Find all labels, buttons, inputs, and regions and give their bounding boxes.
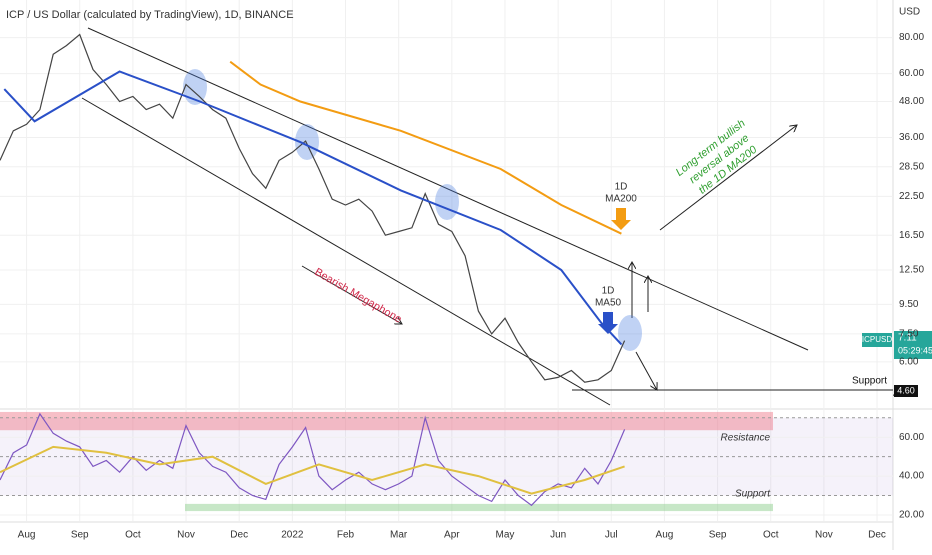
x-tick-label: Feb xyxy=(337,530,355,541)
ma50-label: MA50 xyxy=(595,298,622,309)
series-line xyxy=(3,70,623,346)
x-tick-label: Sep xyxy=(71,530,89,541)
x-tick-label: Jun xyxy=(550,530,566,541)
symbol: ICPUSD xyxy=(862,335,892,344)
x-tick-label: Dec xyxy=(868,530,886,541)
y-tick-label: 22.50 xyxy=(899,191,924,202)
highlight xyxy=(435,184,459,220)
x-tick-label: May xyxy=(496,530,515,541)
resistance-zone xyxy=(0,411,773,431)
series-line xyxy=(0,412,626,507)
x-tick-label: Mar xyxy=(390,530,408,541)
y-tick-label: 80.00 xyxy=(899,32,924,43)
series-line xyxy=(229,60,622,235)
x-tick-label: Apr xyxy=(444,530,460,541)
y-tick-label: 60.00 xyxy=(899,432,924,443)
ma50-arrow xyxy=(598,312,618,334)
y-tick-label: 28.50 xyxy=(899,161,924,172)
axis-unit: USD xyxy=(899,7,920,18)
ma200-label: MA200 xyxy=(605,194,637,205)
series-line xyxy=(0,33,626,383)
support-zone xyxy=(185,503,773,512)
y-tick-label: 36.00 xyxy=(899,132,924,143)
x-tick-label: 2022 xyxy=(281,530,304,541)
resistance-label: Resistance xyxy=(721,433,771,444)
x-tick-label: Oct xyxy=(125,530,141,541)
last-price: 7.11 xyxy=(898,333,917,344)
highlight xyxy=(183,69,207,105)
symbol-box xyxy=(862,333,892,347)
x-tick-label: Jul xyxy=(605,530,618,541)
y-tick-label: 7.50 xyxy=(899,329,919,340)
x-tick-label: Nov xyxy=(177,530,195,541)
chart-title: ICP / US Dollar (calculated by TradingVi… xyxy=(6,9,294,21)
x-tick-label: Nov xyxy=(815,530,833,541)
y-tick-label: 16.50 xyxy=(899,230,924,241)
arrow xyxy=(635,351,657,390)
y-tick-label: 12.50 xyxy=(899,265,924,276)
y-tick-label: 6.00 xyxy=(899,356,919,367)
price-box xyxy=(894,331,932,359)
highlight xyxy=(618,315,642,351)
arrow xyxy=(301,265,402,324)
y-tick-label: 20.00 xyxy=(899,510,924,521)
x-tick-label: Sep xyxy=(709,530,727,541)
x-tick-label: Aug xyxy=(656,530,674,541)
y-tick-label: 40.00 xyxy=(899,471,924,482)
countdown: 05:29:45 xyxy=(898,345,932,355)
ma50-label: 1D xyxy=(602,286,615,297)
x-tick-label: Dec xyxy=(230,530,248,541)
trend-line-lower xyxy=(81,97,611,406)
trend-line-upper xyxy=(87,27,809,351)
highlight xyxy=(295,124,319,160)
ma200-label: 1D xyxy=(615,182,628,193)
x-tick-label: Aug xyxy=(18,530,36,541)
x-tick-label: Oct xyxy=(763,530,779,541)
support-label: Support xyxy=(852,376,887,387)
support-box xyxy=(894,385,918,397)
rsi-support-label: Support xyxy=(735,489,771,500)
y-tick-label: 48.00 xyxy=(899,96,924,107)
series-line xyxy=(0,445,625,495)
y-tick-label: 60.00 xyxy=(899,68,924,79)
support-value: 4.60 xyxy=(897,385,915,395)
arrow xyxy=(659,125,797,231)
ma200-arrow xyxy=(611,208,631,230)
y-tick-label: 9.50 xyxy=(899,299,919,310)
